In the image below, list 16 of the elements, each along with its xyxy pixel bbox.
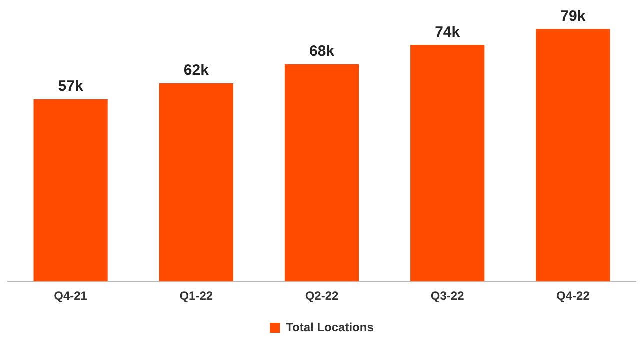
x-tick-label: Q1-22 [180,289,214,304]
data-label: 74k [435,24,461,41]
x-tick-label: Q4-21 [54,289,88,304]
data-label: 79k [560,8,586,25]
x-tick-label: Q3-22 [430,289,465,304]
x-tick-label: Q4-22 [556,289,590,304]
data-label: 57k [58,78,84,96]
bar [159,84,234,282]
x-tick-label: Q2-22 [305,289,339,304]
bar [284,64,360,282]
bar [34,99,108,282]
bar [536,29,610,282]
legend-label: Total Locations [286,320,374,334]
data-label: 62k [184,62,210,80]
data-label: 68k [309,42,336,60]
bar [410,45,485,282]
